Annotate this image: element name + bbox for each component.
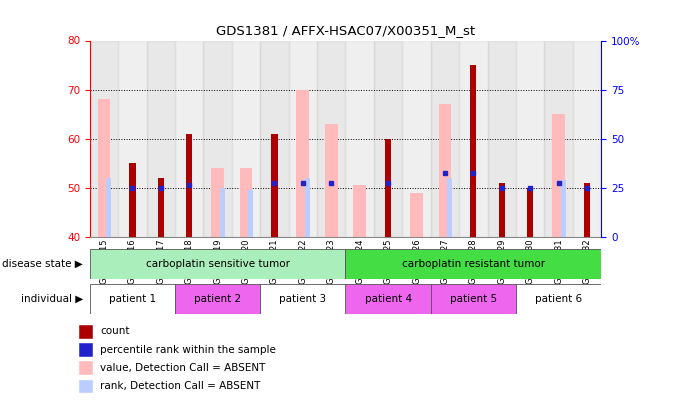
Bar	[385, 139, 391, 237]
Bar	[186, 134, 192, 237]
Bar	[560, 181, 566, 237]
Text: patient 4: patient 4	[365, 294, 412, 304]
Text: carboplatin resistant tumor: carboplatin resistant tumor	[401, 259, 545, 269]
Text: patient 1: patient 1	[109, 294, 156, 304]
Bar	[106, 178, 111, 237]
Bar	[90, 284, 175, 314]
Bar	[289, 40, 317, 237]
Bar	[346, 249, 601, 279]
Text: individual ▶: individual ▶	[21, 294, 83, 304]
Bar	[232, 40, 261, 237]
Bar	[248, 190, 253, 237]
Bar	[211, 168, 224, 237]
Bar	[118, 40, 146, 237]
Bar	[447, 178, 452, 237]
Bar	[402, 40, 430, 237]
Bar	[272, 134, 278, 237]
Bar	[203, 40, 232, 237]
Bar	[459, 40, 488, 237]
Bar	[516, 284, 601, 314]
Bar	[430, 284, 516, 314]
Bar	[220, 188, 225, 237]
Bar	[439, 104, 451, 237]
Text: patient 5: patient 5	[450, 294, 497, 304]
Text: patient 2: patient 2	[194, 294, 241, 304]
Bar	[552, 114, 565, 237]
Bar	[261, 284, 346, 314]
Bar	[346, 40, 374, 237]
Bar	[488, 40, 516, 237]
Bar	[175, 284, 261, 314]
Bar	[410, 193, 423, 237]
Text: carboplatin sensitive tumor: carboplatin sensitive tumor	[146, 259, 290, 269]
Bar	[90, 40, 118, 237]
Bar	[146, 40, 175, 237]
Title: GDS1381 / AFFX-HSAC07/X00351_M_st: GDS1381 / AFFX-HSAC07/X00351_M_st	[216, 23, 475, 36]
Bar	[175, 40, 203, 237]
Bar	[545, 40, 573, 237]
Bar	[79, 325, 92, 338]
Bar	[79, 379, 92, 392]
Bar	[573, 40, 601, 237]
Bar	[516, 40, 545, 237]
Bar	[374, 40, 402, 237]
Bar	[470, 65, 477, 237]
Bar	[158, 178, 164, 237]
Bar	[296, 90, 310, 237]
Text: patient 3: patient 3	[279, 294, 326, 304]
Bar	[346, 284, 430, 314]
Bar	[90, 249, 346, 279]
Bar	[261, 40, 289, 237]
Text: value, Detection Call = ABSENT: value, Detection Call = ABSENT	[100, 363, 265, 373]
Bar	[584, 183, 590, 237]
Bar	[79, 361, 92, 374]
Text: rank, Detection Call = ABSENT: rank, Detection Call = ABSENT	[100, 381, 261, 391]
Text: disease state ▶: disease state ▶	[2, 259, 83, 269]
Bar	[305, 178, 310, 237]
Bar	[79, 343, 92, 356]
Bar	[325, 124, 338, 237]
Bar	[97, 100, 111, 237]
Text: count: count	[100, 326, 130, 337]
Bar	[430, 40, 459, 237]
Bar	[527, 188, 533, 237]
Bar	[240, 168, 252, 237]
Bar	[499, 183, 505, 237]
Bar	[353, 185, 366, 237]
Text: percentile rank within the sample: percentile rank within the sample	[100, 345, 276, 355]
Bar	[317, 40, 346, 237]
Bar	[129, 163, 135, 237]
Text: patient 6: patient 6	[535, 294, 582, 304]
